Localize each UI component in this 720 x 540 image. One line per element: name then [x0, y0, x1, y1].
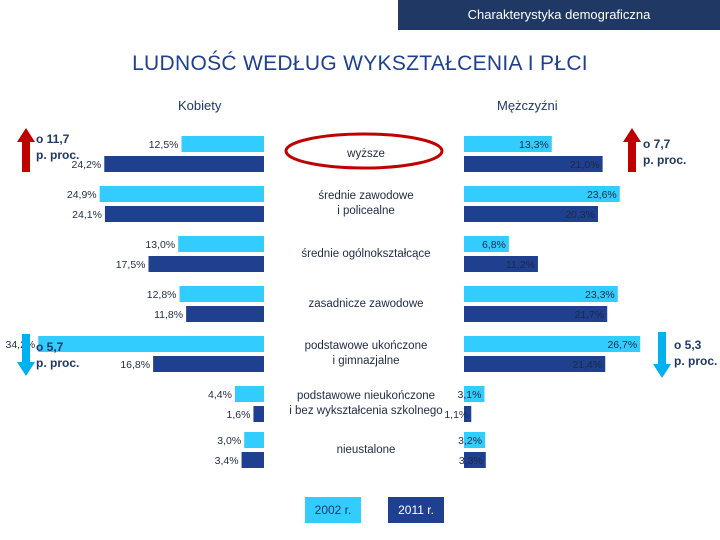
- bar-women-2011: [253, 406, 264, 422]
- label-women-2002: 12,5%: [149, 139, 179, 151]
- category-label-line: średnie zawodowe: [318, 190, 414, 202]
- women-top-note-line1: o 11,7: [36, 132, 70, 146]
- men-bottom-note-line2: p. proc.: [674, 354, 718, 368]
- men-bottom-note-line1: o 5,3: [674, 338, 702, 352]
- up-arrow-icon: [17, 128, 35, 172]
- label-women-2002: 13,0%: [145, 239, 175, 251]
- bar-women-2002: [38, 336, 264, 352]
- label-women-2002: 4,4%: [208, 389, 232, 401]
- category-label-line: nieustalone: [336, 443, 396, 456]
- bar-men-2011: [464, 406, 472, 422]
- bar-men-2011: [464, 256, 538, 272]
- bar-women-2011: [186, 306, 264, 322]
- category-label-line: średnie ogólnokształcące: [301, 247, 431, 260]
- label-men-2002: 3,1%: [458, 389, 482, 401]
- bar-men-2002: [464, 186, 620, 202]
- label-men-2011: 21,4%: [572, 359, 602, 371]
- men-bottom-note: o 5,3 p. proc.: [674, 337, 717, 369]
- women-top-note: o 11,7 p. proc.: [36, 131, 79, 163]
- women-bottom-note: o 5,7 p. proc.: [36, 339, 79, 371]
- bar-men-2011: [464, 306, 608, 322]
- bar-men-2002: [464, 236, 509, 252]
- label-women-2011: 24,2%: [71, 159, 101, 171]
- label-men-2002: 6,8%: [482, 239, 506, 251]
- label-women-2002: 3,0%: [217, 435, 241, 447]
- label-women-2011: 11,8%: [154, 309, 183, 321]
- legend-2002: 2002 r.: [305, 497, 361, 523]
- bar-women-2002: [99, 186, 264, 202]
- women-top-note-line2: p. proc.: [36, 148, 80, 162]
- category-label-line: i policealne: [337, 205, 395, 217]
- label-men-2011: 21,7%: [574, 309, 604, 321]
- bar-women-2002: [234, 386, 264, 402]
- category-label: podstawowe nieukończone i bez wykształcen…: [281, 389, 451, 419]
- label-women-2011: 1,6%: [227, 409, 251, 421]
- label-women-2002: 34,2%: [5, 339, 35, 351]
- bar-women-2011: [104, 206, 264, 222]
- category-label-line: podstawowe ukończone: [304, 340, 428, 352]
- bar-women-2011: [104, 156, 264, 172]
- bar-men-2002: [464, 336, 641, 352]
- label-women-2002: 24,9%: [67, 189, 97, 201]
- category-label-line: wyższe: [347, 147, 385, 160]
- bar-men-2011: [464, 452, 486, 468]
- label-men-2002: 23,3%: [585, 289, 615, 301]
- bar-women-2002: [179, 286, 264, 302]
- category-label-line: i gimnazjalne: [332, 355, 400, 367]
- legend-2011: 2011 r.: [388, 497, 444, 523]
- women-column-header: Kobiety: [178, 98, 222, 113]
- bar-women-2011: [241, 452, 264, 468]
- label-women-2011: 17,5%: [116, 259, 146, 271]
- label-men-2011: 3,3%: [459, 455, 483, 467]
- men-top-note: o 7,7 p. proc.: [643, 136, 686, 168]
- bar-men-2011: [464, 206, 598, 222]
- category-label-line: zasadnicze zawodowe: [308, 297, 424, 310]
- label-men-2011: 20,3%: [565, 209, 595, 221]
- highlight-oval: [284, 132, 444, 170]
- bar-women-2011: [148, 256, 264, 272]
- men-top-note-line2: p. proc.: [643, 153, 687, 167]
- bar-men-2011: [464, 156, 603, 172]
- label-women-2011: 16,8%: [120, 359, 150, 371]
- bar-men-2002: [464, 136, 552, 152]
- men-column-header: Mężczyźni: [497, 98, 558, 113]
- category-label: podstawowe ukończone i gimnazjalne: [281, 339, 451, 369]
- label-men-2011: 11,2%: [506, 259, 535, 271]
- label-men-2002: 26,7%: [607, 339, 637, 351]
- bar-women-2002: [178, 236, 264, 252]
- header-bar: Charakterystyka demograficzna: [398, 0, 720, 30]
- down-arrow-icon: [17, 334, 35, 376]
- bar-men-2002: [464, 386, 485, 402]
- category-label: średnie zawodowe i policealne: [281, 189, 451, 219]
- bar-women-2011: [153, 356, 264, 372]
- bar-men-2011: [464, 356, 606, 372]
- category-label: nieustalone: [281, 443, 451, 458]
- label-men-2011: 21,0%: [570, 159, 600, 171]
- page-title: LUDNOŚĆ WEDŁUG WYKSZTAŁCENIA I PŁCI: [132, 52, 588, 75]
- category-label: zasadnicze zawodowe: [281, 297, 451, 312]
- label-men-2002: 23,6%: [587, 189, 617, 201]
- men-top-note-line1: o 7,7: [643, 137, 671, 151]
- bar-women-2002: [244, 432, 264, 448]
- label-women-2011: 24,1%: [72, 209, 102, 221]
- category-label-line: podstawowe nieukończone: [296, 390, 436, 402]
- bar-men-2002: [464, 432, 486, 448]
- bar-men-2002: [464, 286, 618, 302]
- label-men-2011: 1,1%: [444, 409, 468, 421]
- women-bottom-note-line2: p. proc.: [36, 356, 80, 370]
- down-arrow-icon: [653, 332, 671, 378]
- women-bottom-note-line1: o 5,7: [36, 340, 64, 354]
- category-label: wyższe: [281, 147, 451, 162]
- label-men-2002: 13,3%: [519, 139, 549, 151]
- category-label: średnie ogólnokształcące: [281, 247, 451, 262]
- category-label-line: i bez wykształcenia szkolnego: [289, 405, 443, 417]
- label-women-2011: 3,4%: [215, 455, 239, 467]
- bar-women-2002: [181, 136, 264, 152]
- label-men-2002: 3,2%: [458, 435, 482, 447]
- up-arrow-icon: [623, 128, 641, 172]
- label-women-2002: 12,8%: [147, 289, 177, 301]
